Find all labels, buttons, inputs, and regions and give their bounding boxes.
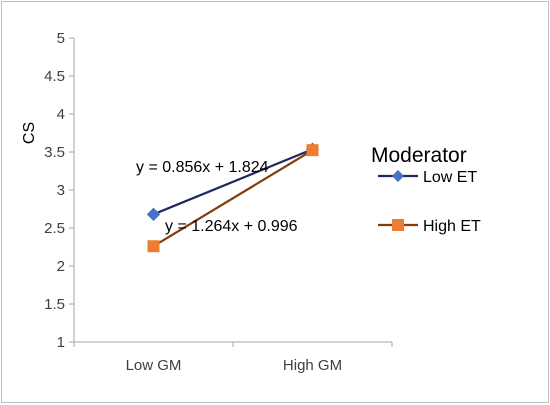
legend-label: High ET [423,218,481,235]
y-axis-title: CS [21,122,38,144]
series-line-high-et [152,149,314,248]
legend-title: Moderator [371,144,467,167]
trendline-equation: y = 0.856x + 1.824 [136,159,269,176]
data-point [146,207,161,222]
x-axis: Low GM High GM [73,341,393,374]
x-tick-label: Low GM [126,357,182,374]
series-line-low-et [153,148,313,216]
series-layer [146,142,320,253]
y-tick-label: 5 [57,30,65,47]
y-tick-label: 2.5 [44,220,65,237]
y-tick-label: 1 [57,334,65,351]
y-tick-label: 4.5 [44,68,65,85]
y-tick-label: 3.5 [44,144,65,161]
legend: Moderator Low ET High ET [371,144,481,235]
legend-marker [392,170,404,182]
y-tick-label: 4 [57,106,65,123]
data-point [147,240,160,253]
trendline-equation: y = 1.264x + 0.996 [165,218,298,235]
y-tick-label: 1.5 [44,296,65,313]
equation-layer: y = 0.856x + 1.824 y = 1.264x + 0.996 [136,159,298,235]
legend-marker [392,219,404,231]
y-tick-label: 3 [57,182,65,199]
y-tick-label: 2 [57,258,65,275]
y-axis: 1 1.5 2 2.5 3 3.5 4 4.5 5 [44,30,75,351]
legend-label: Low ET [423,169,477,186]
data-point [306,144,319,157]
x-tick-label: High GM [283,357,342,374]
